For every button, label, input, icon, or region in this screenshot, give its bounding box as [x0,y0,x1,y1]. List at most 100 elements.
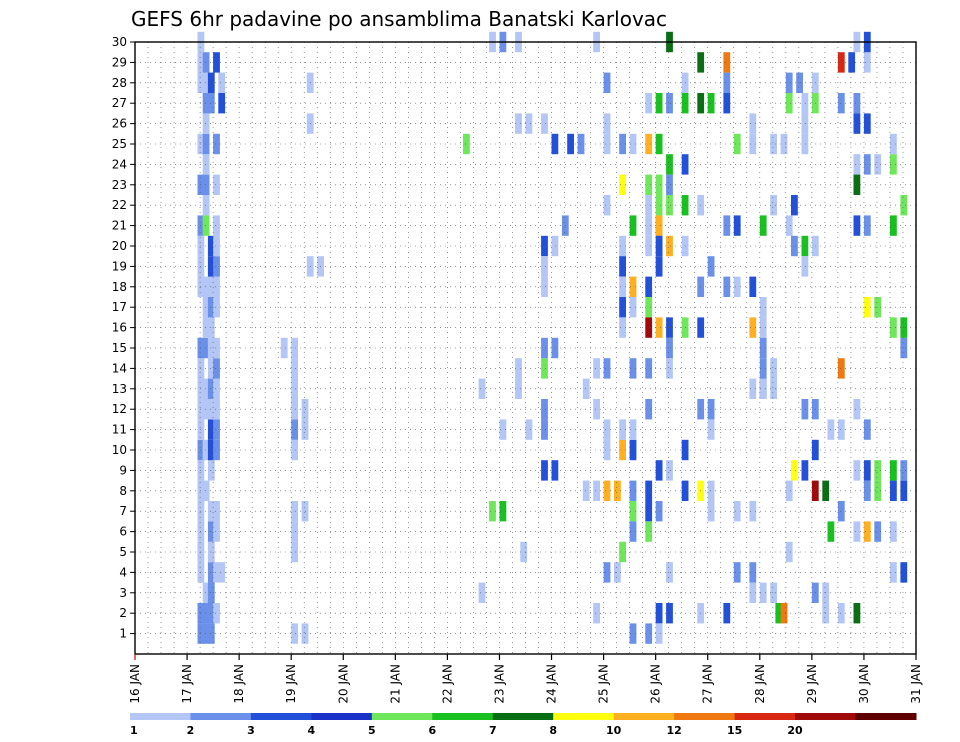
y-tick-label: 1 [119,627,127,641]
colorbar-swatch [130,713,191,720]
y-tick-label: 13 [112,382,127,396]
heatmap-cell [619,276,626,297]
heatmap-cell [655,317,663,338]
heatmap-cell [525,419,533,440]
y-tick-label: 21 [112,219,127,233]
y-tick-label: 24 [112,157,127,171]
heatmap-cell [707,480,715,501]
heatmap-cell [515,378,522,399]
heatmap-cell [791,195,798,216]
heatmap-cell [541,113,548,134]
heatmap-cell [291,337,298,359]
heatmap-cell [645,317,653,338]
heatmap-cell [837,358,845,379]
heatmap-cell [291,358,298,379]
heatmap-cell [291,439,298,461]
y-tick-label: 15 [112,341,127,355]
colorbar-label: 10 [606,724,622,737]
heatmap-cell [645,195,653,216]
heatmap-cell [723,215,731,236]
heatmap-cell [645,276,653,297]
y-tick-label: 19 [112,259,127,273]
heatmap-cell [666,195,673,216]
heatmap-cell [541,276,548,297]
x-axis: 16 JAN 17 JAN 18 JAN 19 JAN 20 JAN 21 JAN 22 J… [128,654,923,704]
heatmap-cell [614,562,621,583]
y-tick-label: 17 [112,300,127,314]
colorbar-swatch [432,713,494,720]
heatmap-cell [499,419,507,440]
heatmap-cell [593,399,600,420]
colorbar-label: 8 [549,724,557,737]
heatmap-cell [541,337,548,359]
heatmap-cell [291,378,298,399]
heatmap-cell [890,215,897,236]
heatmap-cell [207,235,215,257]
heatmap-cell [853,399,861,420]
heatmap-cell [213,52,220,73]
heatmap-cell [655,501,663,522]
heatmap-cell [655,133,663,155]
y-tick-label: 2 [119,606,127,620]
heatmap-cell [207,460,215,481]
y-tick-label: 5 [119,545,127,559]
heatmap-cell [655,195,663,216]
heatmap-cell [603,113,611,134]
x-tick-label: 25 JAN [597,664,611,704]
heatmap-cell [213,521,220,542]
heatmap-cell [785,93,793,114]
heatmap-cell [645,501,653,522]
heatmap-cell [213,378,220,399]
heatmap-cell [853,174,861,195]
heatmap-cell [890,480,897,501]
heatmap-cell [603,480,611,501]
colorbar-label: 15 [727,724,742,737]
x-tick-label: 26 JAN [649,664,663,704]
heatmap-cell [863,521,871,542]
heatmap-cell [593,480,600,501]
heatmap-cell [890,317,897,338]
heatmap-cell [291,541,298,563]
x-tick-label: 24 JAN [545,664,559,704]
heatmap-cell [463,133,470,155]
heatmap-cell [723,93,731,114]
heatmap-cell [785,72,793,93]
heatmap-cell [770,195,777,216]
heatmap-cell [707,419,715,440]
heatmap-cell [645,133,653,155]
heatmap-cell [207,541,215,563]
heatmap-cell [837,52,845,73]
heatmap-cell [515,358,522,379]
heatmap-cell [645,521,653,542]
heatmap-cell [848,52,856,73]
heatmap-cell [863,460,871,481]
y-tick-label: 25 [112,137,127,151]
heatmap-cell [863,215,871,236]
heatmap-cell [291,399,298,420]
y-tick-label: 16 [112,321,127,335]
heatmap-cell [202,276,210,297]
heatmap-cell [629,480,637,501]
heatmap-cell [207,582,215,603]
y-tick-label: 20 [112,239,127,253]
heatmap-cell [619,174,626,195]
x-tick-label: 31 JAN [909,664,923,704]
heatmap-cell [629,521,637,542]
heatmap-cell [733,133,741,155]
heatmap-cell [780,603,788,624]
heatmap-cell [707,256,715,277]
heatmap-cell [759,358,767,379]
heatmap-cell [733,562,741,583]
heatmap-cell [723,276,731,297]
heatmap-cell [629,358,637,379]
heatmap-cell [291,419,298,440]
heatmap-cell [202,113,210,134]
colorbar-swatch [795,713,857,720]
heatmap-cell [645,297,653,318]
heatmap-cell [645,480,653,501]
heatmap-cell [515,113,522,134]
heatmap-cell [207,378,215,399]
colorbar-swatch [734,713,796,720]
heatmap-cell [541,256,548,277]
heatmap-cell [723,603,731,624]
